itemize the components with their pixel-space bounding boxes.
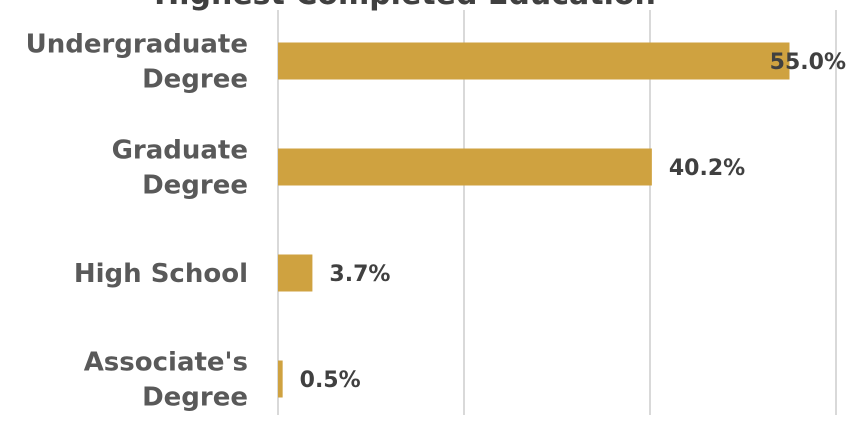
category-labels: Undergraduate Degree Graduate Degree High Sc… <box>26 30 248 413</box>
bar <box>278 360 283 398</box>
value-label: 55.0% <box>770 50 846 75</box>
bar <box>278 148 652 186</box>
bars <box>278 42 790 398</box>
value-label: 40.2% <box>669 156 745 181</box>
category-label: High School <box>74 259 248 289</box>
value-labels: 55.0% 40.2% 3.7% 0.5% <box>300 50 846 393</box>
value-label: 0.5% <box>300 368 361 393</box>
category-label: Graduate Degree <box>112 136 248 201</box>
chart-title: Highest Completed Education <box>154 0 656 12</box>
category-label: Associate's Degree <box>84 348 248 413</box>
category-label: Undergraduate Degree <box>26 30 248 95</box>
bar <box>278 254 313 292</box>
value-label: 3.7% <box>329 262 390 287</box>
bar <box>278 42 790 80</box>
